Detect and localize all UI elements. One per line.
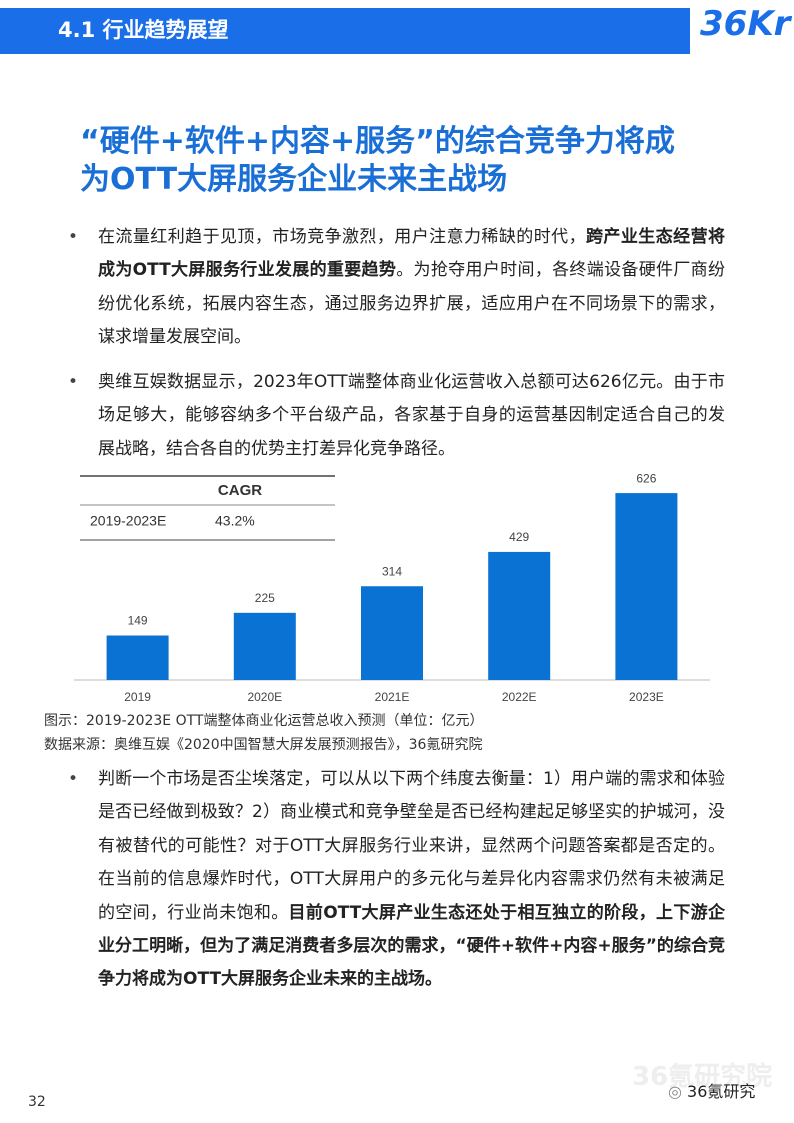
value-label: 429	[509, 530, 529, 544]
caption: 图示：2019-2023E OTT端整体商业化运营总收入预测（单位：亿元）	[44, 713, 484, 729]
bar	[361, 586, 423, 680]
x-tick-label: 2020E	[247, 690, 282, 704]
text-segment: 目前OTT大屏产业生态还处于相互独立的阶段，上下游企业分工明晰，但为了满足消费者…	[98, 902, 725, 990]
section-title: 4.1 行业趋势展望	[58, 18, 229, 42]
account-name: 36氪研究	[687, 1082, 756, 1101]
text-segment: 奥维互娱数据显示，2023年OTT端整体商业化运营收入总额可达626亿元。由于市…	[98, 372, 725, 459]
bullet-dot: •	[68, 769, 79, 789]
value-label: 314	[382, 564, 402, 578]
x-tick-label: 2023E	[629, 690, 664, 704]
bar	[233, 612, 296, 680]
x-tick-label: 2022E	[502, 690, 537, 704]
x-tick-label: 2019	[124, 690, 151, 704]
chart: CAGR 2019-2023E 43.2% 2019 149 2020E 225 2021E 3…	[74, 471, 710, 704]
paragraph: 奥维互娱数据显示，2023年OTT端整体商业化运营收入总额可达626亿元。由于市…	[98, 366, 725, 466]
value-label: 225	[255, 591, 275, 605]
bar	[106, 635, 169, 680]
text-segment: 在流量红利趋于见顶，市场竞争激烈，用户注意力稀缺的时代，	[98, 227, 586, 247]
x-tick-label: 2021E	[375, 690, 410, 704]
bullet-dot: •	[68, 227, 79, 247]
account: ◎ 36氪研究	[668, 1082, 756, 1101]
table-cell: 43.2%	[215, 513, 255, 529]
bar	[615, 493, 678, 680]
text-segment: 判断一个市场是否尘埃落定，可以从以下两个纬度去衡量：1）用户端的需求和体验是否已…	[98, 769, 725, 923]
text-segment: 。为抢夺用户时间，各终端设备硬件厂商纷纷优化系统，拓展内容生态，通过服务边界扩展…	[98, 260, 726, 348]
page-number: 32	[28, 1094, 46, 1110]
table-header: CAGR	[218, 482, 262, 499]
value-label: 149	[128, 614, 148, 628]
value-label: 626	[636, 471, 656, 485]
title: “硬件+软件+内容+服务”的综合竞争力将成	[80, 124, 675, 159]
header-bar	[0, 8, 690, 54]
bar	[488, 551, 551, 680]
title: 为OTT大屏服务企业未来主战场	[80, 162, 508, 197]
text-segment: 跨产业生态经营将成为OTT大屏服务行业发展的重要趋势	[98, 227, 725, 281]
paragraph: 在流量红利趋于见顶，市场竞争激烈，用户注意力稀缺的时代，跨产业生态经营将成为OT…	[98, 221, 725, 355]
logo: 36Kr	[700, 4, 791, 44]
bullet-dot: •	[68, 372, 79, 392]
watermark: 36氪研究院	[632, 1062, 773, 1092]
table-cell: 2019-2023E	[90, 513, 166, 529]
paragraph: 判断一个市场是否尘埃落定，可以从以下两个纬度去衡量：1）用户端的需求和体验是否已…	[98, 763, 725, 997]
source: 数据来源：奥维互娱《2020中国智慧大屏发展预测报告》，36氪研究院	[44, 737, 483, 753]
